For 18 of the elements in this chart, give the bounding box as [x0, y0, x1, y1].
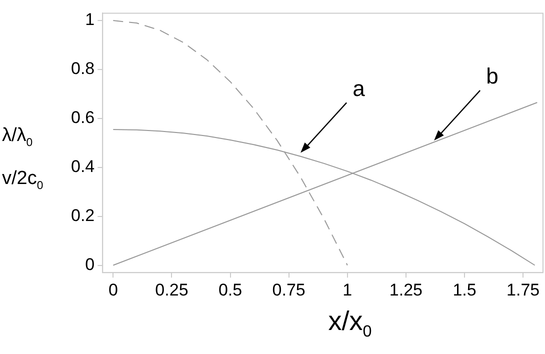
annotation: b: [486, 64, 498, 89]
y-tick-label: 0.6: [70, 108, 95, 128]
x-axis-title: x/x$_{0}$: [327, 306, 373, 342]
y-tick-label: 1: [85, 10, 95, 30]
x-tick-label: 0: [108, 280, 118, 300]
y-tick-label: 0: [85, 254, 95, 274]
y-tick-label: 0.4: [70, 157, 95, 176]
y-tick-label: 0.8: [70, 59, 95, 78]
x-tick-label: 1: [342, 280, 352, 300]
x-tick-label: 1.25: [389, 280, 423, 300]
x-tick-label: 1.5: [452, 280, 476, 300]
text: λ/λ$_{0}$ v/2c$_{0}$: [2, 125, 44, 192]
x-tick-label: 0.25: [155, 280, 188, 300]
x-tick-label: 1.75: [506, 280, 540, 300]
annotation: a: [352, 76, 366, 101]
x-tick-label: 0.5: [218, 280, 242, 300]
x-tick-label: 0.75: [272, 280, 306, 300]
y-tick-label: 0.2: [70, 206, 95, 226]
